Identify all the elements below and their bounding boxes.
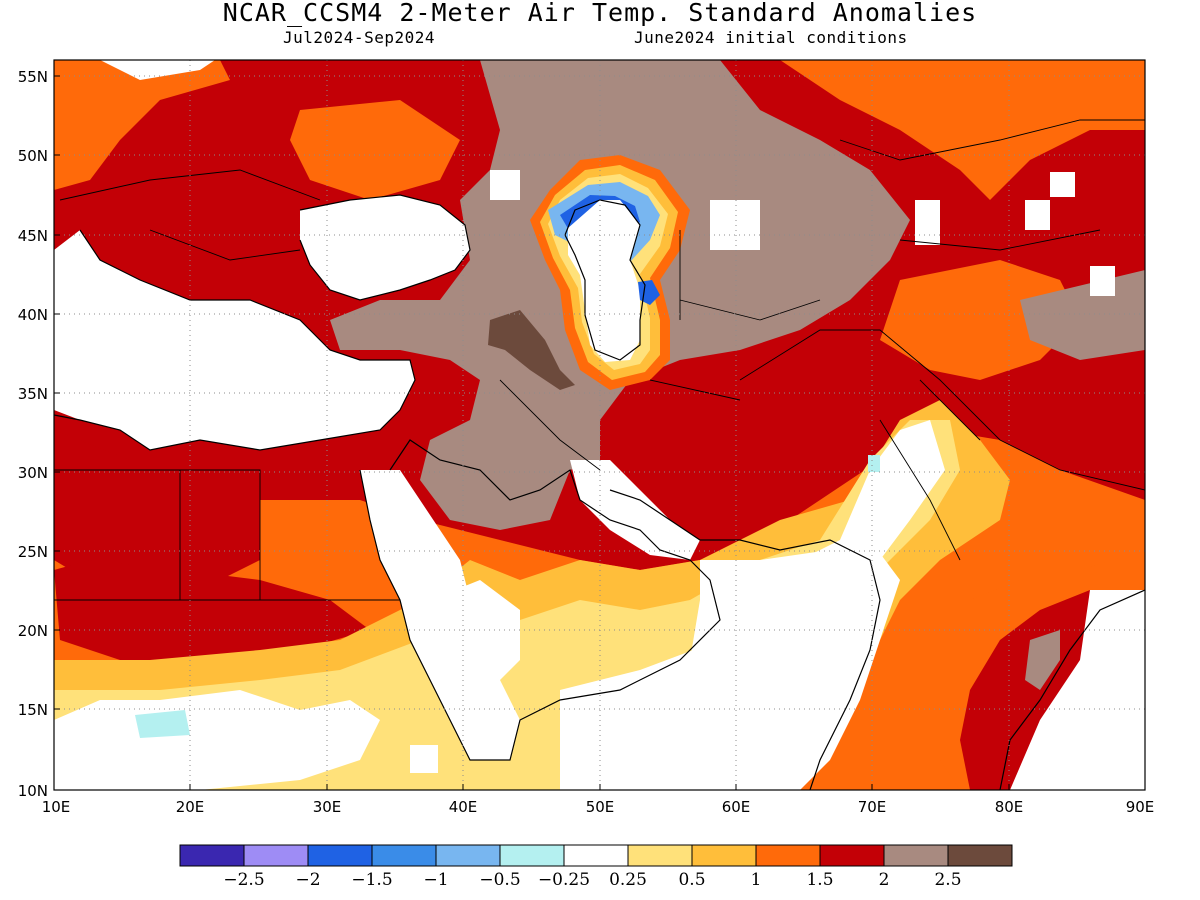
colorbar-label: −1.5 [351,870,392,890]
anomaly-region [54,60,230,190]
lat-label: 35N [18,385,48,403]
period-subtitle: Jul2024-Sep2024 [283,28,435,47]
lat-tick-marks [54,75,60,791]
colorbar-swatch [627,844,693,867]
anomaly-region [690,540,900,790]
anomaly-region [1050,172,1075,197]
colorbar-label: −2.5 [223,870,264,890]
colorbar-label: 2.5 [934,870,961,890]
lon-label: 30E [313,798,342,816]
colorbar-swatch [179,844,245,867]
anomaly-region [568,200,640,362]
colorbar-swatch [435,844,501,867]
anomaly-region [915,200,940,245]
lat-label: 55N [18,68,48,86]
colorbar-label: 1.5 [806,870,833,890]
anomaly-region [1025,630,1060,690]
colorbar-swatch [883,844,949,867]
colorbar-label: 1 [751,870,762,890]
anomaly-region [560,420,945,790]
colorbar-label: −0.5 [479,870,520,890]
anomaly-region [54,560,370,660]
lon-label: 70E [858,798,887,816]
init-subtitle: June2024 initial conditions [634,28,908,47]
lon-label: 10E [42,798,71,816]
anomaly-region [868,455,880,472]
anomaly-region [54,430,260,600]
anomaly-region [880,260,1080,380]
coastlines [54,119,1145,790]
lat-label: 20N [18,622,48,640]
lat-label: 30N [18,464,48,482]
colorbar-swatch [819,844,885,867]
lon-label: 50E [586,798,615,816]
colorbar-label: 2 [879,870,890,890]
anomaly-region [300,195,470,300]
colorbar: −2.5 −2 −1.5 −1 −0.5 −0.25 0.25 0.5 1 1.5 2 2.5 [179,844,1013,890]
anomaly-region [54,230,415,450]
lat-label: 10N [18,782,48,800]
coastline [609,489,881,790]
lon-tick-marks [189,784,1010,790]
colorbar-swatch [947,844,1013,867]
lat-label: 50N [18,147,48,165]
lat-label: 45N [18,227,48,245]
anomaly-region [570,460,700,560]
colorbar-swatch [499,844,565,867]
lon-label: 40E [449,798,478,816]
anomaly-region [360,470,520,760]
lat-label: 25N [18,543,48,561]
colorbar-label: −2 [295,870,320,890]
colorbar-label: −1 [423,870,448,890]
anomaly-region [780,60,1145,200]
border [54,119,1145,601]
anomaly-region [490,170,520,200]
lon-label: 80E [995,798,1024,816]
anomaly-region [488,310,575,390]
colorbar-swatch [691,844,757,867]
colorbar-label: −0.25 [538,870,590,890]
colorbar-swatch [563,844,629,867]
anomaly-region [710,200,760,250]
anomaly-region [1025,200,1050,230]
anomaly-region [290,100,460,200]
lon-label: 90E [1126,798,1155,816]
colorbar-swatch [371,844,437,867]
anomaly-region [54,60,215,80]
colorbar-swatch [755,844,821,867]
grid [54,60,1145,790]
lon-labels: 10E 20E 30E 40E 50E 60E 70E 80E 90E [42,798,1155,816]
lon-label: 20E [176,798,205,816]
coastline [999,589,1145,790]
anomaly-region [1010,590,1145,790]
lat-labels: 10N 15N 20N 25N 30N 35N 40N 45N 50N 55N [18,68,48,800]
chart-title: NCAR_CCSM4 2-Meter Air Temp. Standard An… [222,0,978,27]
anomaly-region [410,745,438,773]
lat-label: 15N [18,701,48,719]
colorbar-label: 0.5 [678,870,705,890]
lon-label: 60E [722,798,751,816]
anomaly-region [1090,266,1115,296]
anomaly-region [135,710,190,738]
coastline [359,439,721,761]
lat-label: 40N [18,306,48,324]
coastline [299,194,471,301]
coastline [564,199,646,361]
colorbar-label: 0.25 [609,870,647,890]
colorbar-swatch [243,844,309,867]
colorbar-swatch [307,844,373,867]
